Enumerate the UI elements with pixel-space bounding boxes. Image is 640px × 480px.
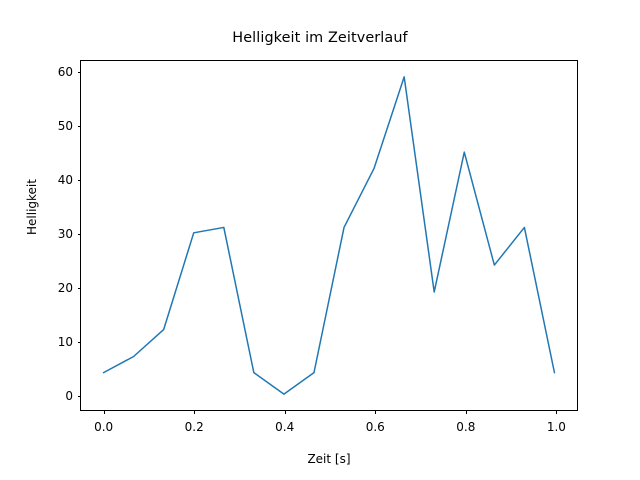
x-tick-label: 0.2 [184, 420, 204, 434]
data-line-helligkeit [102, 76, 556, 395]
x-axis-label: Zeit [s] [307, 452, 351, 466]
x-tick-mark [556, 410, 558, 414]
line-series-svg [102, 76, 556, 395]
y-tick-mark [77, 125, 81, 127]
y-tick-label: 0 [65, 389, 73, 404]
y-tick-mark [77, 179, 81, 181]
y-tick-mark [77, 341, 81, 344]
y-tick-mark [77, 396, 81, 398]
x-tick-mark [375, 410, 377, 414]
y-tick-label: 60 [57, 64, 73, 79]
chart-title: Helligkeit im Zeitverlauf [232, 30, 408, 46]
x-tick-label: 0.6 [365, 420, 385, 434]
x-tick-mark [465, 410, 467, 414]
plot-area: 0 10 20 30 40 50 60 0.0 0.2 0.4 0.6 0.8 1.0 [58, 60, 578, 434]
y-tick-label: 30 [57, 226, 73, 241]
y-tick-mark [77, 287, 81, 289]
x-tick-mark [103, 410, 105, 414]
x-tick-label: 0.0 [94, 420, 114, 434]
x-tick-label: 0.4 [275, 420, 295, 434]
y-tick-mark [77, 233, 81, 235]
y-tick-mark [77, 71, 81, 73]
y-tick-label: 40 [57, 172, 73, 187]
y-tick-label: 10 [57, 334, 73, 349]
y-tick-label: 20 [57, 280, 73, 295]
y-tick-label: 50 [57, 118, 73, 133]
x-tick-label: 1.0 [546, 420, 566, 434]
x-tick-mark [284, 410, 286, 414]
x-tick-mark [194, 410, 196, 414]
x-tick-label: 0.8 [456, 420, 476, 434]
